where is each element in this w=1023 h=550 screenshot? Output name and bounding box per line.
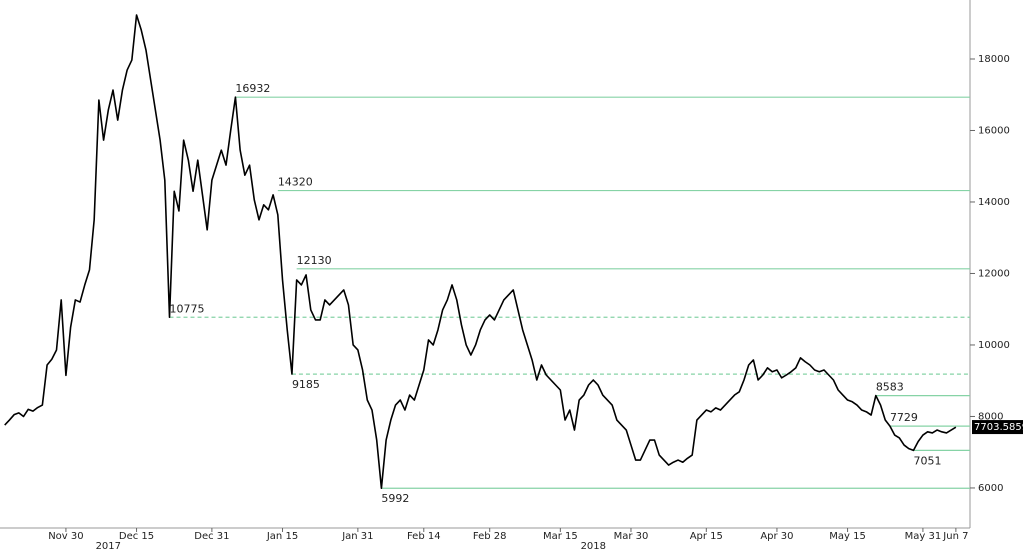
x-tick-label: Jan 15 [266, 531, 298, 542]
level-label: 5992 [381, 492, 409, 505]
level-label: 16932 [235, 82, 270, 95]
y-tick-label: 12000 [978, 268, 1010, 279]
level-label: 9185 [292, 378, 320, 391]
y-tick-label: 18000 [978, 54, 1010, 65]
x-tick-label: Feb 14 [407, 531, 441, 542]
x-tick-label: May 31 [905, 531, 942, 542]
price-line [4, 14, 957, 490]
level-label: 7051 [913, 454, 941, 467]
last-price-label: 7703.5859 [974, 422, 1023, 433]
y-tick-label: 10000 [978, 340, 1010, 351]
year-label: 2018 [581, 541, 606, 550]
level-label: 10775 [170, 302, 205, 315]
level-label: 14320 [278, 176, 313, 189]
y-tick-label: 14000 [978, 197, 1010, 208]
x-tick-label: Mar 30 [614, 531, 649, 542]
x-tick-label: Dec 31 [194, 531, 229, 542]
x-tick-label: Dec 15 [119, 531, 154, 542]
x-tick-label: Mar 15 [543, 531, 578, 542]
year-label: 2017 [96, 541, 121, 550]
x-tick-label: May 15 [829, 531, 866, 542]
y-tick-label: 6000 [978, 483, 1003, 494]
x-tick-label: Jan 31 [341, 531, 373, 542]
level-label: 12130 [297, 254, 332, 267]
x-tick-label: Apr 30 [760, 531, 793, 542]
level-label: 8583 [876, 381, 904, 394]
x-tick-label: Feb 28 [473, 531, 507, 542]
y-tick-label: 16000 [978, 125, 1010, 136]
level-label: 7729 [890, 411, 918, 424]
x-tick-label: Nov 30 [48, 531, 83, 542]
x-tick-label: Jun 7 [942, 531, 968, 542]
x-tick-label: Apr 15 [690, 531, 723, 542]
y-tick-label: 8000 [978, 411, 1003, 422]
last-price-box [972, 420, 1023, 435]
